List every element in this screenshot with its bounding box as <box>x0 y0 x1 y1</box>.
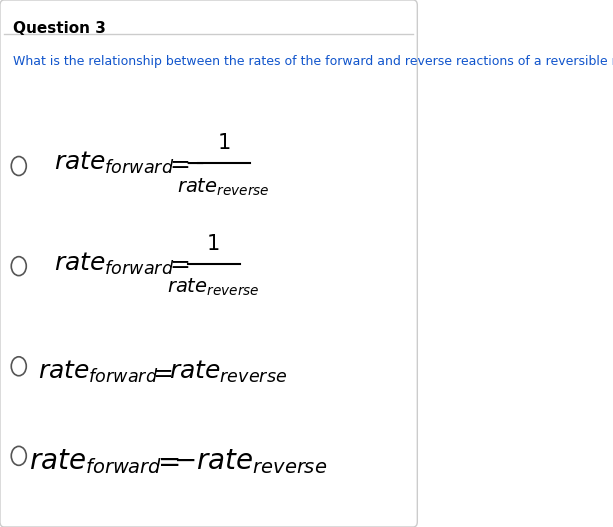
FancyBboxPatch shape <box>0 0 417 527</box>
Text: $-$: $-$ <box>184 151 204 175</box>
Text: $=$: $=$ <box>148 359 173 384</box>
Text: $\mathit{rate}_{\mathit{forward}}$: $\mathit{rate}_{\mathit{forward}}$ <box>29 447 162 475</box>
Text: What is the relationship between the rates of the forward and reverse reactions : What is the relationship between the rat… <box>12 55 613 69</box>
Text: $\mathit{rate}_{\mathit{reverse}}$: $\mathit{rate}_{\mathit{reverse}}$ <box>167 277 259 298</box>
Text: $\mathit{rate}_{\mathit{reverse}}$: $\mathit{rate}_{\mathit{reverse}}$ <box>169 358 287 385</box>
Text: Question 3: Question 3 <box>12 21 105 36</box>
Text: $-\mathit{rate}_{\mathit{reverse}}$: $-\mathit{rate}_{\mathit{reverse}}$ <box>173 447 327 475</box>
Text: $1$: $1$ <box>216 133 230 153</box>
Text: $1$: $1$ <box>206 234 219 254</box>
Text: $=$: $=$ <box>165 151 190 175</box>
Text: $\mathit{rate}_{\mathit{forward}}$: $\mathit{rate}_{\mathit{forward}}$ <box>55 250 175 277</box>
Text: $=$: $=$ <box>165 251 190 276</box>
Text: $\mathit{rate}_{\mathit{reverse}}$: $\mathit{rate}_{\mathit{reverse}}$ <box>177 177 270 198</box>
Text: $\mathit{rate}_{\mathit{forward}}$: $\mathit{rate}_{\mathit{forward}}$ <box>55 150 175 177</box>
Text: $\mathit{rate}_{\mathit{forward}}$: $\mathit{rate}_{\mathit{forward}}$ <box>37 358 158 385</box>
Text: $=$: $=$ <box>152 447 180 475</box>
